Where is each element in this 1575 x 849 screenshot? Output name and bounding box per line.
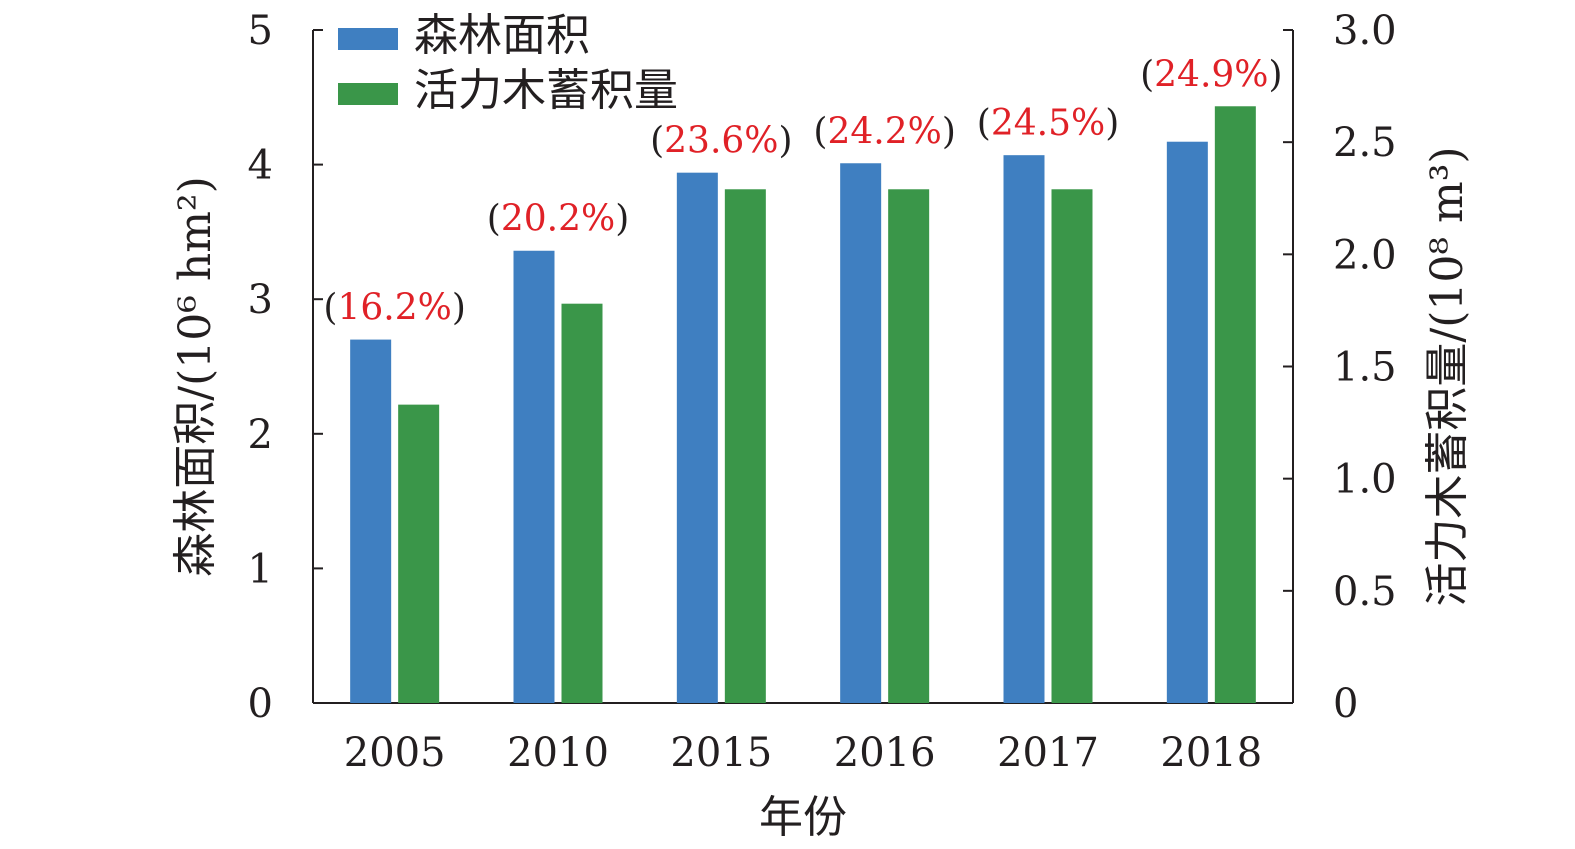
x-tick-label: 2016 bbox=[834, 730, 936, 776]
data-label-paren: ) bbox=[615, 199, 629, 240]
data-label-2010: (20.2%) bbox=[487, 199, 629, 240]
bar-living-stock-2015 bbox=[724, 189, 766, 703]
data-label-paren: ) bbox=[452, 288, 466, 329]
bar-living-stock-2010 bbox=[561, 303, 603, 703]
right-tick-label: 0 bbox=[1333, 681, 1358, 727]
bar-forest-area-2015 bbox=[676, 172, 718, 703]
right-axis-title: 活力木蓄积量/(10⁸ m³) bbox=[1422, 146, 1473, 606]
data-label-value: 20.2% bbox=[501, 199, 615, 240]
x-axis-title: 年份 bbox=[759, 792, 847, 843]
bar-forest-area-2017 bbox=[1003, 155, 1045, 704]
data-label-2015: (23.6%) bbox=[650, 121, 792, 162]
x-tick-label: 2015 bbox=[670, 730, 772, 776]
left-tick-label: 5 bbox=[248, 8, 273, 54]
left-axis-title: 森林面积/(10⁶ hm²) bbox=[170, 176, 221, 576]
data-label-2018: (24.9%) bbox=[1140, 54, 1282, 95]
data-label-paren: ( bbox=[813, 111, 827, 152]
data-label-value: 24.2% bbox=[827, 111, 941, 152]
bar-living-stock-2016 bbox=[888, 189, 930, 703]
bar-living-stock-2005 bbox=[398, 404, 440, 703]
left-tick-label: 1 bbox=[248, 546, 273, 592]
left-tick-label: 3 bbox=[248, 277, 273, 323]
bar-forest-area-2016 bbox=[840, 163, 882, 703]
bar-forest-area-2018 bbox=[1166, 141, 1208, 703]
data-label-value: 24.5% bbox=[991, 103, 1105, 144]
legend-label-2: 活力木蓄积量 bbox=[414, 65, 678, 116]
legend-label-1: 森林面积 bbox=[414, 10, 590, 61]
right-tick-label: 3.0 bbox=[1333, 8, 1397, 54]
data-label-2016: (24.2%) bbox=[813, 111, 955, 152]
right-tick-label: 1.0 bbox=[1333, 457, 1397, 503]
left-tick-label: 4 bbox=[248, 143, 273, 189]
data-label-paren: ( bbox=[650, 121, 664, 162]
right-tick-label: 2.5 bbox=[1333, 120, 1397, 166]
x-tick-label: 2017 bbox=[997, 730, 1099, 776]
legend-swatch-2 bbox=[338, 83, 398, 105]
left-tick-label: 2 bbox=[248, 412, 273, 458]
data-label-paren: ) bbox=[942, 111, 956, 152]
right-tick-label: 2.0 bbox=[1333, 232, 1397, 278]
bar-living-stock-2018 bbox=[1214, 106, 1256, 704]
data-label-paren: ) bbox=[1269, 54, 1283, 95]
data-label-paren: ( bbox=[487, 199, 501, 240]
data-label-value: 24.9% bbox=[1154, 54, 1268, 95]
data-label-2017: (24.5%) bbox=[977, 103, 1119, 144]
right-tick-label: 0.5 bbox=[1333, 569, 1397, 615]
data-label-2005: (16.2%) bbox=[323, 288, 465, 329]
data-label-paren: ( bbox=[323, 288, 337, 329]
bar-living-stock-2017 bbox=[1051, 189, 1093, 703]
data-label-paren: ( bbox=[977, 103, 991, 144]
data-label-value: 16.2% bbox=[337, 288, 451, 329]
bar-forest-area-2010 bbox=[513, 250, 555, 703]
bar-forest-area-2005 bbox=[350, 339, 392, 703]
right-tick-label: 1.5 bbox=[1333, 345, 1397, 391]
x-tick-label: 2018 bbox=[1160, 730, 1262, 776]
left-tick-label: 0 bbox=[248, 681, 273, 727]
data-label-paren: ( bbox=[1140, 54, 1154, 95]
data-label-value: 23.6% bbox=[664, 121, 778, 162]
legend-swatch-1 bbox=[338, 28, 398, 50]
x-tick-label: 2005 bbox=[344, 730, 446, 776]
x-tick-label: 2010 bbox=[507, 730, 609, 776]
data-label-paren: ) bbox=[1105, 103, 1119, 144]
data-label-paren: ) bbox=[779, 121, 793, 162]
